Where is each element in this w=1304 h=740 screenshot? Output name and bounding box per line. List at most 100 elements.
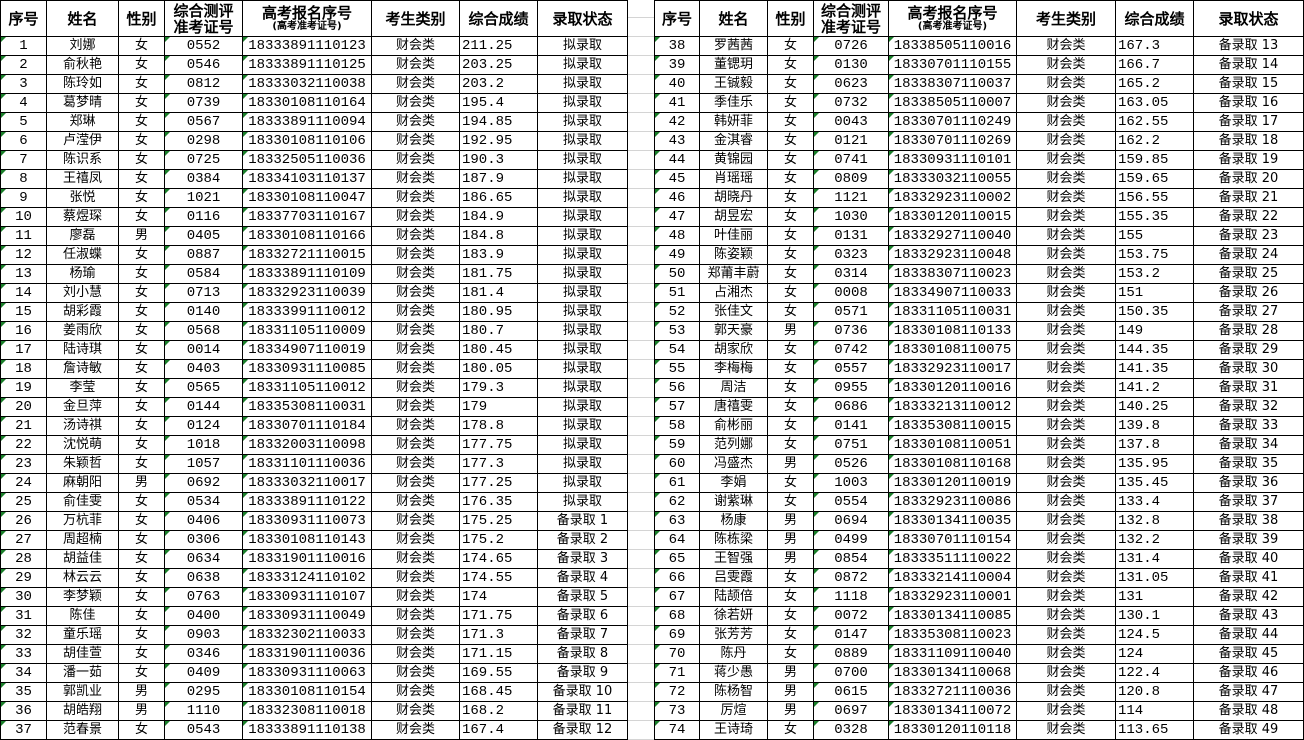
score-cell[interactable]: 195.4 <box>459 93 538 113</box>
gaokao-id-cell[interactable]: 18332721110036 <box>888 682 1017 702</box>
category-cell[interactable]: 财会类 <box>371 188 460 208</box>
name-cell[interactable]: 姜雨欣 <box>46 321 119 341</box>
seq-cell[interactable]: 7 <box>0 150 47 170</box>
eval-id-cell[interactable]: 0872 <box>813 568 889 588</box>
status-cell[interactable]: 备录取 25 <box>1193 264 1304 284</box>
status-cell[interactable]: 备录取 26 <box>1193 283 1304 303</box>
score-cell[interactable]: 153.75 <box>1115 245 1194 265</box>
seq-cell[interactable]: 48 <box>654 226 700 246</box>
status-cell[interactable]: 拟录取 <box>537 55 628 75</box>
category-cell[interactable]: 财会类 <box>1016 93 1116 113</box>
name-cell[interactable]: 叶佳丽 <box>699 226 768 246</box>
name-cell[interactable]: 俞秋艳 <box>46 55 119 75</box>
gender-cell[interactable]: 女 <box>767 245 814 265</box>
eval-id-cell[interactable]: 0314 <box>813 264 889 284</box>
status-cell[interactable]: 备录取 32 <box>1193 397 1304 417</box>
category-cell[interactable]: 财会类 <box>371 226 460 246</box>
name-cell[interactable]: 陈佳 <box>46 606 119 626</box>
score-cell[interactable]: 184.8 <box>459 226 538 246</box>
name-cell[interactable]: 季佳乐 <box>699 93 768 113</box>
gender-cell[interactable]: 男 <box>767 663 814 683</box>
status-cell[interactable]: 拟录取 <box>537 112 628 132</box>
seq-cell[interactable]: 37 <box>0 720 47 740</box>
eval-id-cell[interactable]: 0903 <box>164 625 243 645</box>
gaokao-id-cell[interactable]: 18332505110036 <box>242 150 372 170</box>
gender-cell[interactable]: 女 <box>118 283 165 303</box>
seq-cell[interactable]: 23 <box>0 454 47 474</box>
seq-cell[interactable]: 50 <box>654 264 700 284</box>
gender-cell[interactable]: 女 <box>118 454 165 474</box>
category-cell[interactable]: 财会类 <box>371 150 460 170</box>
seq-cell[interactable]: 41 <box>654 93 700 113</box>
status-cell[interactable]: 备录取 16 <box>1193 93 1304 113</box>
gender-cell[interactable]: 男 <box>118 701 165 721</box>
score-cell[interactable]: 159.85 <box>1115 150 1194 170</box>
seq-cell[interactable]: 63 <box>654 511 700 531</box>
name-cell[interactable]: 郭凯业 <box>46 682 119 702</box>
score-cell[interactable]: 174.65 <box>459 549 538 569</box>
category-cell[interactable]: 财会类 <box>371 340 460 360</box>
category-cell[interactable]: 财会类 <box>1016 55 1116 75</box>
seq-cell[interactable]: 45 <box>654 169 700 189</box>
eval-id-cell[interactable]: 0567 <box>164 112 243 132</box>
category-cell[interactable]: 财会类 <box>1016 530 1116 550</box>
eval-id-cell[interactable]: 0615 <box>813 682 889 702</box>
category-cell[interactable]: 财会类 <box>371 93 460 113</box>
score-cell[interactable]: 168.2 <box>459 701 538 721</box>
eval-id-cell[interactable]: 0697 <box>813 701 889 721</box>
seq-cell[interactable]: 33 <box>0 644 47 664</box>
seq-cell[interactable]: 19 <box>0 378 47 398</box>
score-cell[interactable]: 140.25 <box>1115 397 1194 417</box>
status-cell[interactable]: 备录取 40 <box>1193 549 1304 569</box>
gaokao-id-cell[interactable]: 18335308110015 <box>888 416 1017 436</box>
gaokao-id-cell[interactable]: 18330108110075 <box>888 340 1017 360</box>
name-cell[interactable]: 范列娜 <box>699 435 768 455</box>
category-cell[interactable]: 财会类 <box>1016 720 1116 740</box>
eval-id-cell[interactable]: 0887 <box>164 245 243 265</box>
status-cell[interactable]: 拟录取 <box>537 188 628 208</box>
name-cell[interactable]: 胡益佳 <box>46 549 119 569</box>
seq-cell[interactable]: 24 <box>0 473 47 493</box>
score-cell[interactable]: 162.55 <box>1115 112 1194 132</box>
category-cell[interactable]: 财会类 <box>371 321 460 341</box>
gaokao-id-cell[interactable]: 18330108110154 <box>242 682 372 702</box>
seq-cell[interactable]: 42 <box>654 112 700 132</box>
score-cell[interactable]: 155.35 <box>1115 207 1194 227</box>
score-cell[interactable]: 181.75 <box>459 264 538 284</box>
seq-cell[interactable]: 56 <box>654 378 700 398</box>
gaokao-id-cell[interactable]: 18330108110106 <box>242 131 372 151</box>
gender-cell[interactable]: 女 <box>118 131 165 151</box>
eval-id-cell[interactable]: 1110 <box>164 701 243 721</box>
name-cell[interactable]: 沈悦萌 <box>46 435 119 455</box>
status-cell[interactable]: 备录取 41 <box>1193 568 1304 588</box>
seq-cell[interactable]: 73 <box>654 701 700 721</box>
gender-cell[interactable]: 女 <box>118 340 165 360</box>
status-cell[interactable]: 拟录取 <box>537 435 628 455</box>
eval-id-cell[interactable]: 0638 <box>164 568 243 588</box>
eval-id-cell[interactable]: 1030 <box>813 207 889 227</box>
seq-cell[interactable]: 53 <box>654 321 700 341</box>
gender-cell[interactable]: 女 <box>118 150 165 170</box>
seq-cell[interactable]: 40 <box>654 74 700 94</box>
category-cell[interactable]: 财会类 <box>1016 625 1116 645</box>
gender-cell[interactable]: 男 <box>767 682 814 702</box>
seq-cell[interactable]: 14 <box>0 283 47 303</box>
gaokao-id-cell[interactable]: 18331105110009 <box>242 321 372 341</box>
gaokao-id-cell[interactable]: 18330931110073 <box>242 511 372 531</box>
eval-id-cell[interactable]: 0742 <box>813 340 889 360</box>
category-cell[interactable]: 财会类 <box>1016 682 1116 702</box>
score-cell[interactable]: 171.3 <box>459 625 538 645</box>
gaokao-id-cell[interactable]: 18332927110040 <box>888 226 1017 246</box>
category-cell[interactable]: 财会类 <box>1016 549 1116 569</box>
category-cell[interactable]: 财会类 <box>371 644 460 664</box>
name-cell[interactable]: 陈玲如 <box>46 74 119 94</box>
eval-id-cell[interactable]: 0552 <box>164 36 243 56</box>
gaokao-id-cell[interactable]: 18330701110184 <box>242 416 372 436</box>
status-cell[interactable]: 拟录取 <box>537 283 628 303</box>
seq-cell[interactable]: 3 <box>0 74 47 94</box>
gender-cell[interactable]: 女 <box>767 359 814 379</box>
status-cell[interactable]: 备录取 10 <box>537 682 628 702</box>
eval-id-cell[interactable]: 0726 <box>813 36 889 56</box>
eval-id-cell[interactable]: 0141 <box>813 416 889 436</box>
eval-id-cell[interactable]: 0955 <box>813 378 889 398</box>
